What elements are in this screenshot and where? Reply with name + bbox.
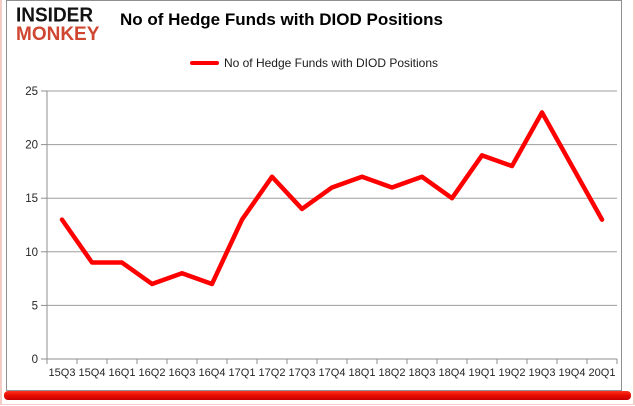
y-tick-label-0: 0: [32, 354, 38, 366]
x-tick-label-18Q2: 18Q2: [379, 367, 406, 379]
legend-line-swatch: [189, 61, 219, 65]
x-tick-label-16Q1: 16Q1: [109, 367, 136, 379]
x-tick-label-19Q3: 19Q3: [529, 367, 556, 379]
x-tick-label-20Q1: 20Q1: [589, 367, 616, 379]
x-tick-label-16Q3: 16Q3: [169, 367, 196, 379]
x-tick-label-16Q2: 16Q2: [139, 367, 166, 379]
x-tick-label-19Q1: 19Q1: [469, 367, 496, 379]
x-tick-label-16Q4: 16Q4: [199, 367, 226, 379]
chart-frame: INSIDER MONKEY No of Hedge Funds with DI…: [6, 0, 622, 391]
y-tick-label-25: 25: [25, 86, 38, 98]
line-series: [59, 110, 605, 287]
legend: No of Hedge Funds with DIOD Positions: [7, 56, 621, 70]
x-tick-label-15Q4: 15Q4: [79, 367, 106, 379]
page-title: No of Hedge Funds with DIOD Positions: [120, 10, 443, 29]
x-tick-label-17Q1: 17Q1: [229, 367, 256, 379]
x-tick-label-15Q3: 15Q3: [49, 367, 76, 379]
y-tick-label-20: 20: [25, 140, 38, 152]
x-tick-label-19Q4: 19Q4: [559, 367, 586, 379]
x-tick-label-18Q1: 18Q1: [349, 367, 376, 379]
x-tick-label-18Q3: 18Q3: [409, 367, 436, 379]
y-tick-label-15: 15: [25, 193, 38, 205]
logo-monkey-text: MONKEY: [16, 24, 100, 45]
x-tick-label-17Q4: 17Q4: [319, 367, 346, 379]
y-tick-label-10: 10: [25, 247, 38, 259]
insider-monkey-logo: INSIDER MONKEY: [16, 4, 100, 45]
x-tick-label-18Q4: 18Q4: [439, 367, 466, 379]
bottom-accent-bar: [4, 391, 631, 400]
legend-label: No of Hedge Funds with DIOD Positions: [223, 56, 439, 70]
x-tick-label-17Q3: 17Q3: [289, 367, 316, 379]
x-tick-label-19Q2: 19Q2: [499, 367, 526, 379]
y-tick-label-5: 5: [32, 300, 38, 312]
x-tick-label-17Q2: 17Q2: [259, 367, 286, 379]
logo-insider-text: INSIDER: [16, 4, 94, 27]
